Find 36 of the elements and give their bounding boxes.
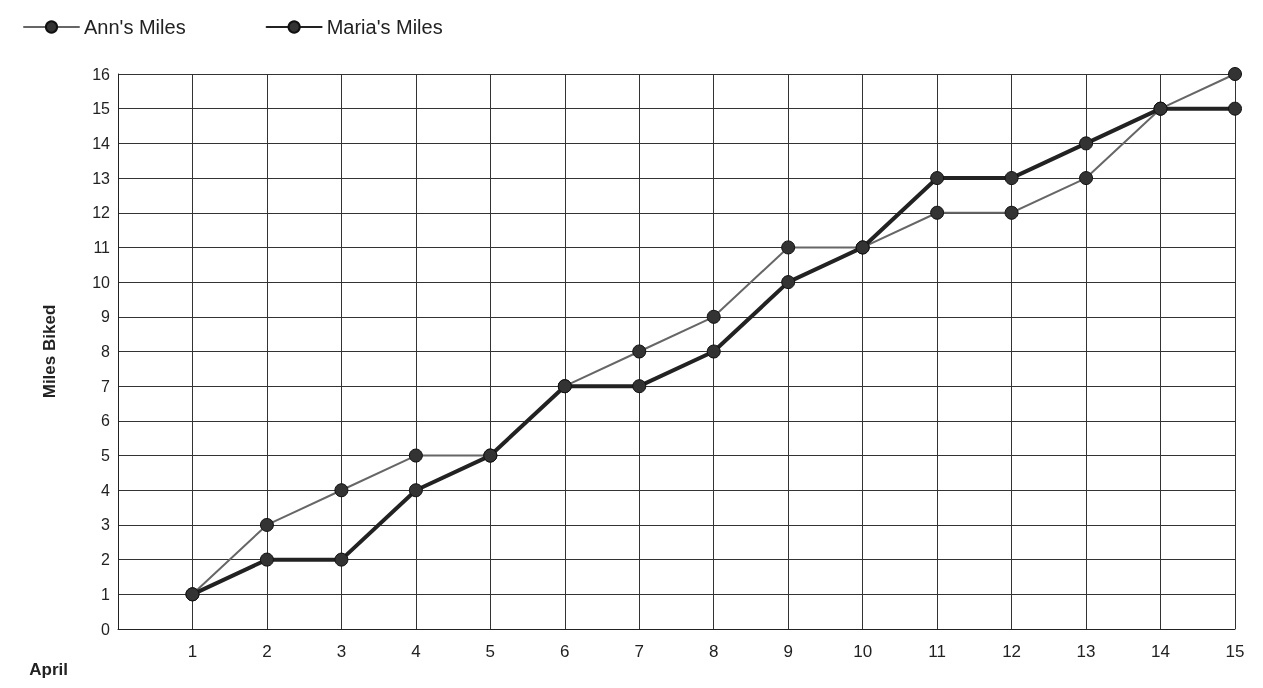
- y-tick-label: 0: [101, 620, 111, 638]
- x-tick-label: 10: [853, 642, 873, 661]
- y-tick-label: 1: [101, 585, 111, 603]
- y-tick-label: 10: [92, 273, 111, 291]
- y-tick-label: 8: [101, 343, 111, 360]
- y-axis-title: Miles Biked: [40, 304, 59, 399]
- y-tick-label: 4: [101, 481, 111, 499]
- legend-label: Ann's Miles: [84, 16, 186, 38]
- x-tick-label: 15: [1225, 642, 1245, 661]
- x-tick-label: 5: [485, 642, 496, 661]
- x-tick-label: 1: [187, 642, 198, 661]
- y-tick-label: 3: [101, 516, 111, 534]
- x-tick-label: 9: [783, 642, 793, 661]
- x-tick-label: 14: [1151, 642, 1170, 661]
- y-tick-label: 15: [92, 100, 111, 118]
- x-tick-label: 11: [928, 642, 946, 661]
- x-tick-label: 7: [634, 642, 644, 661]
- y-tick-label: 14: [92, 134, 111, 152]
- y-tick-label: 5: [101, 447, 111, 465]
- y-tick-label: 2: [101, 551, 111, 569]
- y-tick-label: 13: [92, 169, 111, 187]
- x-tick-label: 3: [336, 642, 347, 661]
- x-tick-label: 13: [1076, 642, 1096, 661]
- legend-label: Maria's Miles: [326, 16, 443, 38]
- x-tick-label: 4: [411, 642, 421, 661]
- x-tick-label: 8: [709, 642, 719, 661]
- x-tick-label: 12: [1002, 642, 1022, 661]
- x-tick-label: 6: [560, 642, 570, 661]
- y-tick-label: 9: [101, 308, 111, 326]
- x-axis-title: April: [29, 660, 68, 679]
- x-tick-label: 2: [262, 642, 272, 661]
- y-tick-label: 7: [101, 377, 111, 395]
- y-tick-label: 16: [92, 65, 111, 83]
- y-tick-label: 11: [93, 238, 111, 256]
- y-tick-label: 6: [101, 412, 111, 430]
- y-tick-label: 12: [92, 204, 111, 222]
